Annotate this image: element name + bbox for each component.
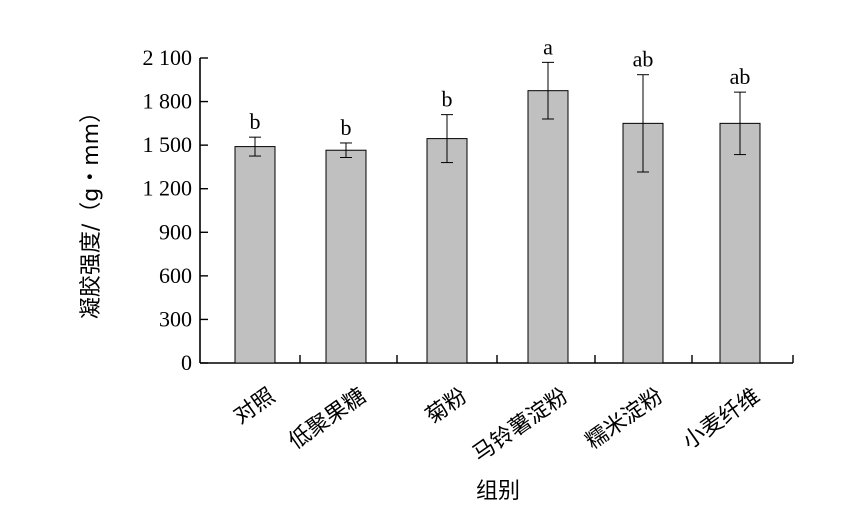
category-label: 小麦纤维 [678, 384, 764, 455]
bar [426, 138, 468, 364]
y-tick-label: 2 100 [143, 45, 193, 70]
y-axis-label: 凝胶强度/（g・mm） [79, 101, 104, 319]
category-label: 马铃薯淀粉 [468, 384, 572, 468]
category-label: 对照 [229, 384, 279, 430]
significance-label: ab [730, 64, 751, 89]
significance-label: b [250, 109, 261, 134]
y-tick-label: 1 500 [143, 132, 193, 157]
y-tick-label: 0 [181, 350, 192, 375]
plot-area: 0 300 600 900 1 200 1 500 1 800 2 100 b 对照 b 低聚果糖 b 菊… [143, 34, 794, 467]
significance-label: a [543, 34, 553, 59]
category-label: 低聚果糖 [284, 384, 370, 455]
y-tick-label: 1 800 [143, 89, 193, 114]
significance-label: b [341, 115, 352, 140]
bar [234, 146, 276, 364]
bar [527, 90, 569, 364]
significance-label: ab [633, 47, 654, 72]
y-tick-label: 600 [159, 263, 192, 288]
y-tick-label: 1 200 [143, 176, 193, 201]
category-label: 糯米淀粉 [581, 384, 667, 455]
bar [325, 149, 367, 364]
category-label: 菊粉 [421, 384, 471, 430]
y-tick-label: 300 [159, 306, 192, 331]
bar [719, 122, 761, 364]
y-tick-label: 900 [159, 219, 192, 244]
x-axis-label: 组别 [476, 479, 520, 504]
significance-label: b [442, 87, 453, 112]
